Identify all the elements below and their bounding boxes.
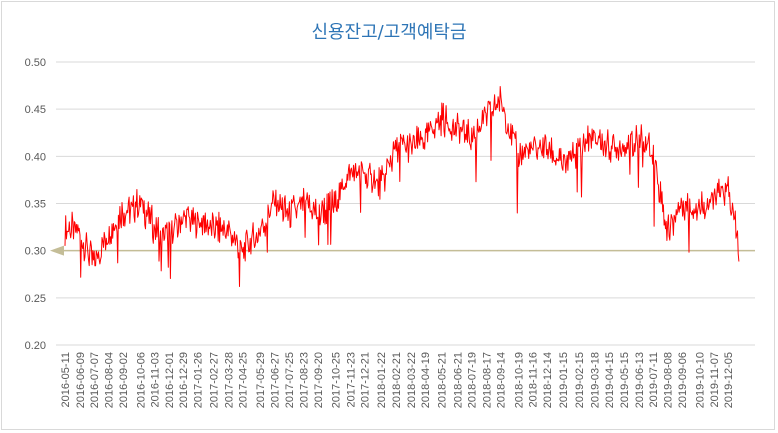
series-layer <box>64 86 740 287</box>
x-tick-label: 2017-09-20 <box>313 352 325 408</box>
x-tick-label: 2016-09-02 <box>118 352 130 408</box>
x-tick-label: 2018-12-14 <box>542 352 554 408</box>
x-tick-label: 2016-07-07 <box>89 352 101 408</box>
x-tick-label: 2018-09-14 <box>496 352 508 408</box>
x-tick-label: 2017-05-29 <box>255 352 267 408</box>
x-tick-label: 2016-12-29 <box>178 352 190 408</box>
x-tick-label: 2018-05-21 <box>437 352 449 408</box>
x-tick-label: 2019-09-06 <box>677 352 689 408</box>
x-tick-label: 2017-12-21 <box>360 352 372 408</box>
x-tick-label: 2019-02-15 <box>574 352 586 408</box>
x-tick-label: 2017-02-27 <box>209 352 221 408</box>
x-tick-label: 2018-07-19 <box>467 352 479 408</box>
x-tick-label: 2017-07-25 <box>284 352 296 408</box>
y-tick-label: 0.20 <box>25 340 46 352</box>
x-tick-label: 2016-12-01 <box>164 352 176 408</box>
x-tick-label: 2019-03-18 <box>590 352 602 408</box>
y-tick-label: 0.50 <box>25 57 46 69</box>
x-tick-label: 2017-03-28 <box>223 352 235 408</box>
x-tick-label: 2018-10-19 <box>513 352 525 408</box>
x-tick-label: 2017-11-23 <box>345 352 357 407</box>
x-tick-label: 2019-01-15 <box>558 352 570 408</box>
x-tick-label: 2019-06-13 <box>634 352 646 408</box>
x-tick-label: 2019-12-05 <box>723 352 735 408</box>
x-tick-label: 2016-11-03 <box>150 352 162 407</box>
x-tick-label: 2017-10-25 <box>331 352 343 408</box>
x-tick-label: 2017-08-23 <box>299 352 311 408</box>
y-axis-ticks: 0.20 0.25 0.30 0.35 0.40 0.45 0.50 <box>25 57 46 352</box>
x-tick-label: 2019-10-10 <box>695 352 707 408</box>
x-tick-label: 2017-01-26 <box>192 352 204 408</box>
x-tick-label: 2018-11-16 <box>528 352 540 407</box>
x-tick-label: 2019-08-08 <box>662 352 674 408</box>
x-tick-label: 2018-02-21 <box>391 352 403 408</box>
reference-line-group <box>50 245 755 256</box>
x-tick-label: 2018-06-21 <box>452 352 464 408</box>
x-tick-label: 2019-04-15 <box>604 352 616 408</box>
y-tick-label: 0.25 <box>25 293 46 305</box>
chart-title: 신용잔고/고객예탁금 <box>311 22 467 43</box>
x-tick-label: 2019-07-11 <box>648 352 660 407</box>
series-line <box>64 86 740 287</box>
reference-line-arrow <box>50 245 64 256</box>
x-tick-label: 2019-11-07 <box>709 352 721 407</box>
x-tick-label: 2019-05-15 <box>619 352 631 408</box>
x-tick-label: 2018-01-22 <box>376 352 388 408</box>
x-tick-label: 2016-05-11 <box>60 352 72 407</box>
grid-lines <box>56 61 755 346</box>
y-tick-label: 0.35 <box>25 199 46 211</box>
x-tick-label: 2016-08-04 <box>103 352 115 408</box>
y-tick-label: 0.45 <box>25 104 46 116</box>
x-tick-label: 2018-04-19 <box>420 352 432 408</box>
x-tick-label: 2018-03-22 <box>406 352 418 408</box>
x-tick-label: 2016-06-09 <box>75 352 87 408</box>
x-tick-label: 2017-04-25 <box>238 352 250 408</box>
x-tick-label: 2016-10-06 <box>135 352 147 408</box>
x-axis-ticks: 2016-05-11 2016-06-09 2016-07-07 2016-08-04… <box>60 352 735 408</box>
y-tick-label: 0.30 <box>25 246 46 258</box>
y-tick-label: 0.40 <box>25 151 46 163</box>
x-tick-label: 2018-08-17 <box>481 352 493 408</box>
x-tick-label: 2017-06-27 <box>270 352 282 408</box>
